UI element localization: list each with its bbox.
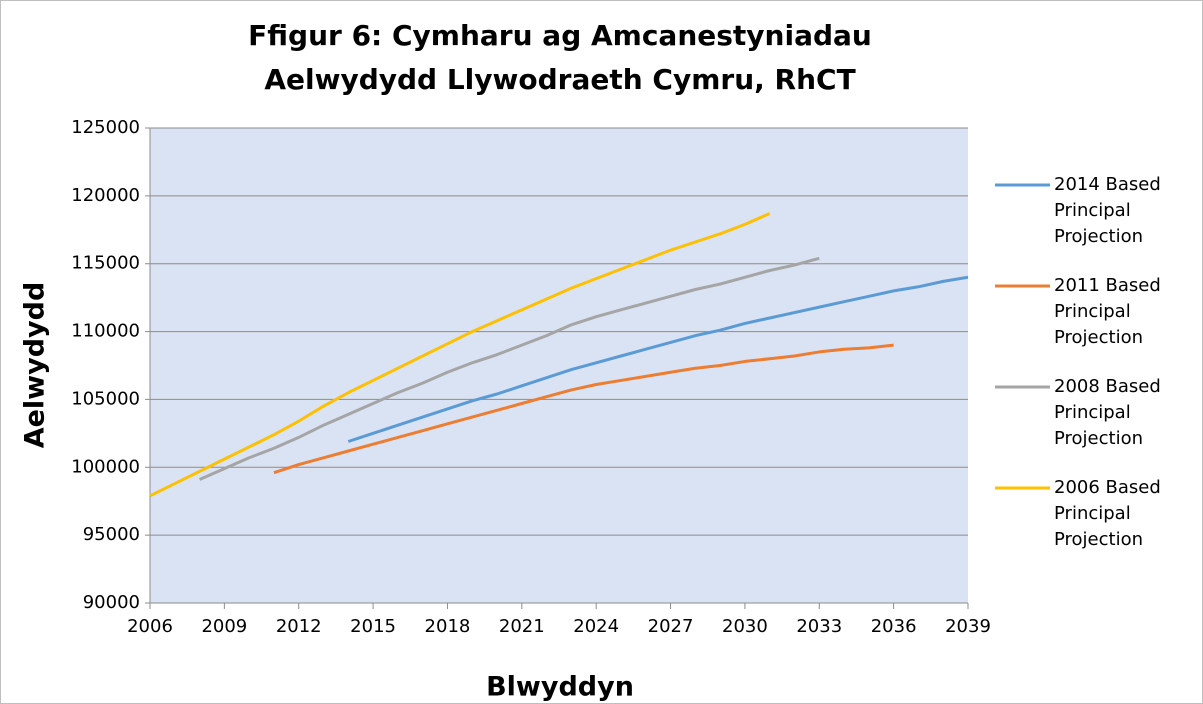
x-tick-label: 2036 bbox=[871, 616, 917, 637]
y-tick-label: 100000 bbox=[71, 456, 140, 477]
x-tick-label: 2012 bbox=[276, 616, 322, 637]
x-tick-label: 2006 bbox=[127, 616, 173, 637]
legend-label: 2011 Based Principal Projection bbox=[1054, 275, 1161, 348]
y-axis-label: Aelwydydd bbox=[20, 282, 51, 449]
x-tick-label: 2024 bbox=[573, 616, 619, 637]
legend-label: 2008 Based Principal Projection bbox=[1054, 376, 1161, 449]
y-tick-label: 120000 bbox=[71, 185, 140, 206]
x-tick-label: 2039 bbox=[945, 616, 991, 637]
x-tick-label: 2018 bbox=[425, 616, 471, 637]
x-axis-label: Blwyddyn bbox=[486, 672, 634, 703]
y-tick-label: 110000 bbox=[71, 321, 140, 342]
series-line bbox=[198, 256, 820, 481]
y-tick-label: 115000 bbox=[71, 253, 140, 274]
x-tick-label: 2009 bbox=[201, 616, 247, 637]
y-tick-label: 95000 bbox=[83, 524, 140, 545]
plot-area bbox=[150, 128, 968, 603]
series-line bbox=[273, 343, 894, 475]
x-tick-label: 2021 bbox=[499, 616, 545, 637]
legend-label: 2014 Based Principal Projection bbox=[1054, 174, 1161, 247]
series-line bbox=[149, 212, 771, 498]
x-tick-label: 2027 bbox=[648, 616, 694, 637]
y-tick-label: 90000 bbox=[83, 592, 140, 613]
legend-label: 2006 Based Principal Projection bbox=[1054, 477, 1161, 550]
x-tick-label: 2033 bbox=[796, 616, 842, 637]
series-line bbox=[347, 275, 969, 443]
y-tick-label: 105000 bbox=[71, 388, 140, 409]
chart-title: Ffigur 6: Cymharu ag Amcanestyniadau Ael… bbox=[248, 19, 872, 96]
x-tick-label: 2030 bbox=[722, 616, 768, 637]
y-tick-label: 125000 bbox=[71, 117, 140, 138]
x-tick-label: 2015 bbox=[350, 616, 396, 637]
